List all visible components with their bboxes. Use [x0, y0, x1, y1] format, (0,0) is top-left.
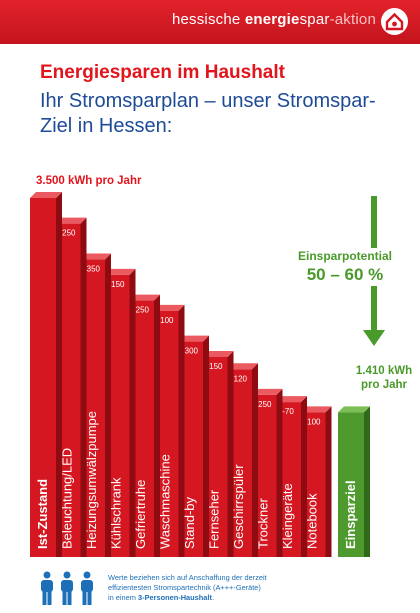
brand-part-1: hessische — [171, 11, 245, 28]
bar-side — [80, 217, 87, 557]
bar-side — [252, 363, 258, 557]
bar-value-label: -250 — [59, 229, 76, 238]
bar-side — [227, 350, 234, 557]
savings-label-bg — [300, 248, 388, 286]
target-unit-label: pro Jahr — [361, 379, 408, 391]
bar-top — [177, 335, 209, 342]
bar-top — [128, 294, 160, 301]
bar-value-label: -100 — [304, 417, 321, 426]
category-label: Fernseher — [207, 489, 222, 549]
footer-line-3: in einem 3-Personen-Haushalt. — [108, 593, 338, 603]
bar-top — [226, 363, 258, 370]
footer-line-3-prefix: in einem — [108, 593, 138, 602]
footer-note: Werte beziehen sich auf Anschaffung der … — [108, 573, 338, 603]
bar-value-label: -70 — [282, 407, 294, 416]
bar-value-label: -300 — [182, 347, 199, 356]
brand-part-3: spar — [299, 11, 330, 28]
bar-value-label: -250 — [133, 306, 150, 315]
savings-value: 50 – 60 % — [307, 265, 384, 284]
bar-side — [129, 268, 136, 557]
brand-part-4: -aktion — [329, 11, 376, 28]
bar-side — [325, 406, 332, 557]
brand-name: hessische energiespar-aktion — [172, 11, 376, 28]
footer-line-3-suffix: . — [211, 593, 214, 602]
bar-value-label: -350 — [84, 265, 101, 274]
page-headline: Energiesparen im Haushalt — [40, 62, 285, 83]
brand-part-2: energie — [244, 11, 300, 28]
savings-chart: 3.500 kWh pro Jahr Einsparziel -100 Noteboo… — [30, 175, 412, 557]
start-value-label: 3.500 kWh pro Jahr — [36, 175, 142, 187]
bar-side — [56, 192, 62, 557]
house-logo-icon — [381, 8, 408, 35]
category-label: Beleuchtung/LED — [60, 448, 75, 549]
category-label: Geschirrspüler — [231, 464, 246, 549]
bar-top — [201, 350, 234, 357]
target-value-label: 1.410 kWh — [356, 365, 412, 377]
bar-top — [54, 217, 87, 224]
bar-value-label: -150 — [206, 362, 223, 371]
category-label: Ist-Zustand — [35, 479, 50, 549]
footer-line-3-bold: 3-Personen-Haushalt — [138, 593, 212, 602]
bar-top — [250, 388, 283, 395]
header-bar: hessische energiespar-aktion — [0, 0, 420, 44]
bar-top — [299, 406, 332, 413]
bar-side — [276, 388, 283, 557]
people-icon — [38, 571, 98, 607]
bar-top — [338, 406, 370, 413]
bar-side — [203, 335, 209, 557]
bar-side — [154, 294, 160, 557]
bar-top — [79, 253, 111, 260]
bar-value-label: -100 — [157, 316, 174, 325]
category-label: Kühlschrank — [109, 477, 124, 549]
category-label: Notebook — [305, 493, 320, 549]
category-label: Trockner — [256, 498, 271, 549]
bar-top — [30, 192, 62, 198]
category-label: Gefriertruhe — [133, 480, 148, 549]
bar-top — [152, 304, 185, 311]
savings-label: Einsparpotential — [298, 249, 392, 263]
footer-line-2: effizientesten Stromspartechnik (A+++-Ge… — [108, 583, 261, 592]
bar-13 — [338, 412, 364, 557]
bar-value-label: -150 — [108, 280, 125, 289]
bar-side — [364, 406, 370, 557]
bar-top — [103, 268, 136, 275]
bar-side — [301, 396, 307, 557]
category-label: Einsparziel — [343, 480, 358, 549]
page-subline: Ihr Stromsparplan – unser Stromspar-Ziel… — [40, 90, 376, 137]
bar-1 — [30, 198, 56, 557]
savings-arrow-head — [363, 330, 385, 346]
category-label: Kleingeräte — [280, 483, 295, 549]
footer-line-1: Werte beziehen sich auf Anschaffung der … — [108, 573, 267, 582]
bar-side — [178, 304, 185, 557]
category-label: Heizungsumwälzpumpe — [84, 411, 99, 549]
bar-value-label: -250 — [255, 400, 272, 409]
bar-side — [105, 253, 111, 557]
bar-top — [275, 396, 307, 403]
category-label: Waschmaschine — [158, 454, 173, 549]
category-label: Stand-by — [182, 496, 197, 549]
bar-value-label: -120 — [231, 374, 248, 383]
